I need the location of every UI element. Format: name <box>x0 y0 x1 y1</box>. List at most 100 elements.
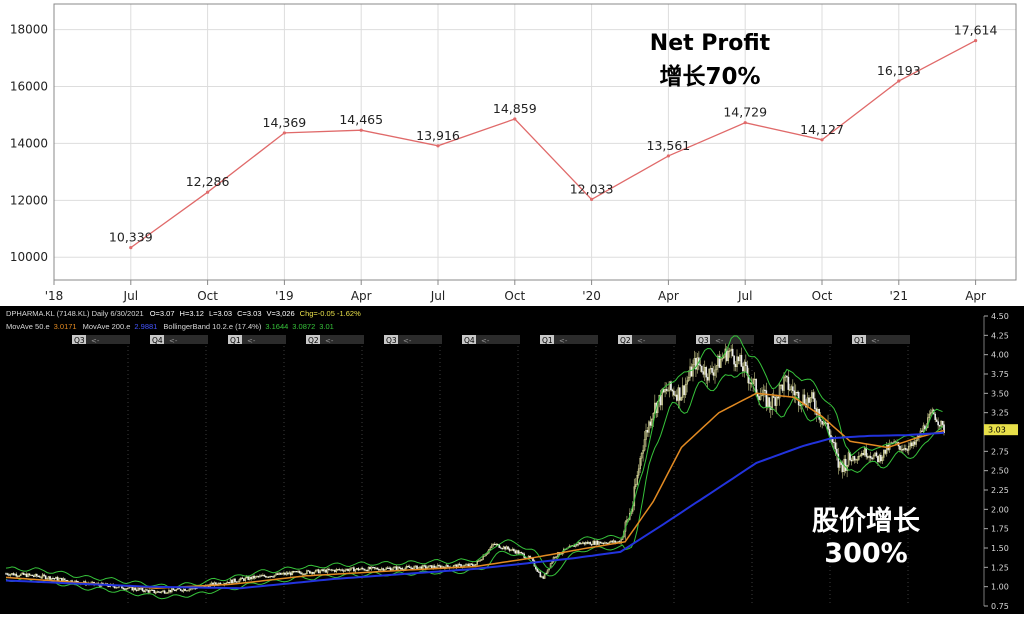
candle-body <box>775 396 778 406</box>
candle-body <box>599 541 602 544</box>
profit-x-tick-label: Jul <box>123 289 138 303</box>
candle-body <box>122 588 125 590</box>
candle-body <box>601 542 603 544</box>
candle-body <box>383 569 386 571</box>
candle-body <box>480 559 483 561</box>
candle-body <box>934 413 936 420</box>
candle-body <box>243 578 245 581</box>
candle-body <box>590 544 593 546</box>
candle-body <box>153 589 156 594</box>
candle-body <box>360 567 363 570</box>
candle-body <box>542 576 545 579</box>
candle-body <box>715 365 718 371</box>
candle-body <box>251 575 254 580</box>
candle-body <box>278 572 280 575</box>
candle-body <box>334 569 336 572</box>
candle-body <box>469 563 471 567</box>
candle-body <box>326 568 329 573</box>
candle-body <box>276 573 279 575</box>
candle-body <box>746 365 749 376</box>
quarter-box <box>306 335 364 344</box>
candle-body <box>272 576 274 578</box>
candle-body <box>828 428 831 436</box>
candle-body <box>184 588 186 591</box>
candle-body <box>18 575 21 577</box>
quarter-label: Q2 <box>308 336 319 345</box>
candle-body <box>853 456 856 461</box>
candle-body <box>257 575 260 578</box>
profit-value-label: 14,729 <box>723 105 767 120</box>
price-y-tick-label: 1.00 <box>991 583 1009 592</box>
candle-body <box>304 573 307 575</box>
profit-x-tick-label: Jul <box>430 289 445 303</box>
candle-body <box>727 351 730 361</box>
candle-body <box>33 575 35 577</box>
candle-body <box>668 381 671 391</box>
candle-body <box>325 569 327 573</box>
candle-body <box>235 581 238 583</box>
candle-body <box>661 389 663 406</box>
candle-body <box>639 458 641 470</box>
candle-body <box>852 456 854 462</box>
price-y-tick-label: 2.50 <box>991 467 1009 476</box>
candle-body <box>466 564 468 566</box>
candle-body <box>872 455 875 460</box>
candle-body <box>703 367 706 375</box>
profit-y-tick-label: 18000 <box>10 23 48 37</box>
candle-body <box>499 547 502 549</box>
candle-body <box>505 546 508 550</box>
candle-body <box>507 546 509 550</box>
candle-body <box>345 568 348 571</box>
profit-point <box>282 131 286 135</box>
candle-body <box>683 385 685 396</box>
candle-body <box>747 375 750 384</box>
candle-body <box>674 394 677 396</box>
candle-body <box>289 572 292 576</box>
candle-body <box>642 449 644 454</box>
price-y-tick-label: 3.25 <box>991 409 1009 418</box>
candle-body <box>684 384 687 396</box>
candle-body <box>127 587 129 590</box>
candle-body <box>320 569 323 572</box>
candle-body <box>353 567 355 572</box>
candle-body <box>400 568 402 570</box>
candle-body <box>884 449 887 454</box>
candle-body <box>808 397 810 403</box>
candle-body <box>341 569 343 571</box>
candle-body <box>15 573 18 577</box>
candle-body <box>25 573 28 578</box>
candle-body <box>737 356 740 362</box>
candle-body <box>254 576 257 579</box>
profit-x-tick-label: Jul <box>737 289 752 303</box>
candle-body <box>144 589 147 592</box>
candle-body <box>811 392 813 398</box>
candle-body <box>821 420 823 425</box>
profit-plot-frame <box>53 3 1017 281</box>
candle-body <box>943 424 945 434</box>
candle-body <box>802 394 804 405</box>
candle-body <box>492 543 495 546</box>
candle-body <box>8 574 10 576</box>
candle-body <box>532 558 534 562</box>
candle-body <box>169 589 172 593</box>
quarter-label: Q3 <box>74 336 85 345</box>
candle-body <box>513 549 515 552</box>
candle-body <box>284 572 286 575</box>
candle-body <box>316 569 318 571</box>
candle-body <box>38 576 41 578</box>
candle-body <box>262 574 264 577</box>
candle-body <box>881 457 884 462</box>
quarter-arrow: <- <box>481 337 490 345</box>
candle-body <box>903 448 906 451</box>
candle-body <box>690 366 693 377</box>
candle-body <box>471 563 474 566</box>
candle-body <box>706 377 709 381</box>
profit-x-tick-label: Apr <box>351 289 372 303</box>
candle-body <box>267 576 270 578</box>
candle-body <box>414 565 417 567</box>
candle-body <box>185 590 188 592</box>
candle-body <box>181 590 183 592</box>
candle-body <box>592 541 594 545</box>
candle-body <box>151 589 154 591</box>
profit-x-tick-label: '20 <box>582 289 601 303</box>
